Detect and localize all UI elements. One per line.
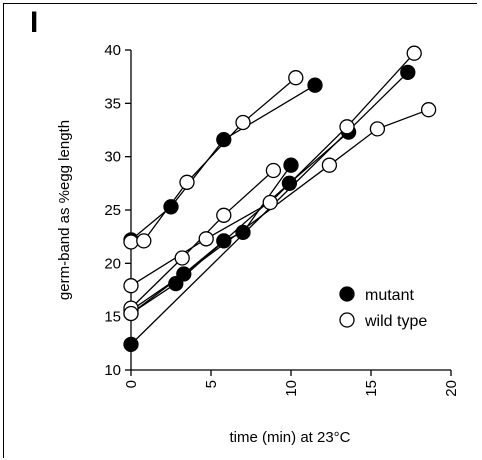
x-tick-label: 15 bbox=[363, 380, 380, 397]
y-tick-label: 25 bbox=[104, 202, 121, 219]
legend-wild-type-marker bbox=[339, 312, 355, 328]
wild-type-point bbox=[406, 45, 422, 61]
wild-type-point bbox=[235, 114, 251, 131]
mutant-point bbox=[168, 275, 184, 292]
wild-type-point bbox=[288, 70, 304, 86]
mutant-point bbox=[283, 157, 299, 173]
mutant-point bbox=[235, 224, 251, 241]
mutant-point bbox=[307, 77, 323, 93]
series-line bbox=[130, 84, 316, 241]
wild-type-point bbox=[123, 234, 139, 250]
wild-type-point bbox=[174, 250, 190, 266]
x-tick-label: 5 bbox=[203, 380, 220, 388]
wild-type-point bbox=[123, 305, 139, 322]
wild-type-point bbox=[420, 102, 437, 118]
x-tick-label: 0 bbox=[123, 380, 140, 388]
legend-wild-type-label: wild type bbox=[364, 313, 427, 330]
legend-mutant-marker bbox=[339, 286, 355, 302]
x-axis-label: time (min) at 23°C bbox=[229, 429, 350, 446]
wild-type-point bbox=[216, 207, 232, 223]
wild-type-point bbox=[265, 162, 282, 179]
panel-frame bbox=[3, 3, 477, 458]
panel-letter: I bbox=[30, 6, 39, 39]
legend: mutant wild type bbox=[339, 286, 427, 330]
wild-type-point bbox=[123, 278, 139, 294]
y-tick-label: 20 bbox=[104, 255, 121, 272]
mutant-point bbox=[216, 233, 232, 249]
y-tick-label: 30 bbox=[104, 149, 121, 166]
wild-type-point bbox=[339, 119, 355, 135]
x-tick-label: 10 bbox=[283, 380, 300, 397]
wild-type-point bbox=[369, 121, 386, 137]
series-line bbox=[130, 77, 297, 243]
series-line bbox=[130, 131, 350, 315]
mutant-point bbox=[163, 199, 179, 215]
plot-area: 10 15 20 25 30 35 40 0 5 10 15 20 bbox=[104, 42, 460, 397]
wild-type-point bbox=[198, 231, 214, 247]
wild-type-point bbox=[136, 233, 152, 249]
mutant-point bbox=[400, 64, 416, 81]
legend-mutant-label: mutant bbox=[365, 287, 414, 304]
y-tick-label: 15 bbox=[104, 309, 121, 326]
y-axis-label: germ-band as %egg length bbox=[56, 120, 73, 300]
mutant-point bbox=[281, 175, 298, 191]
x-tick-label: 20 bbox=[443, 380, 460, 397]
y-tick-label: 35 bbox=[104, 95, 121, 112]
wild-type-point bbox=[179, 174, 195, 190]
mutant-point bbox=[216, 131, 232, 148]
y-tick-label: 10 bbox=[104, 362, 121, 379]
mutant-point bbox=[123, 336, 139, 353]
wild-type-point bbox=[321, 157, 338, 173]
y-tick-label: 40 bbox=[104, 42, 121, 59]
wild-type-point bbox=[262, 194, 278, 211]
